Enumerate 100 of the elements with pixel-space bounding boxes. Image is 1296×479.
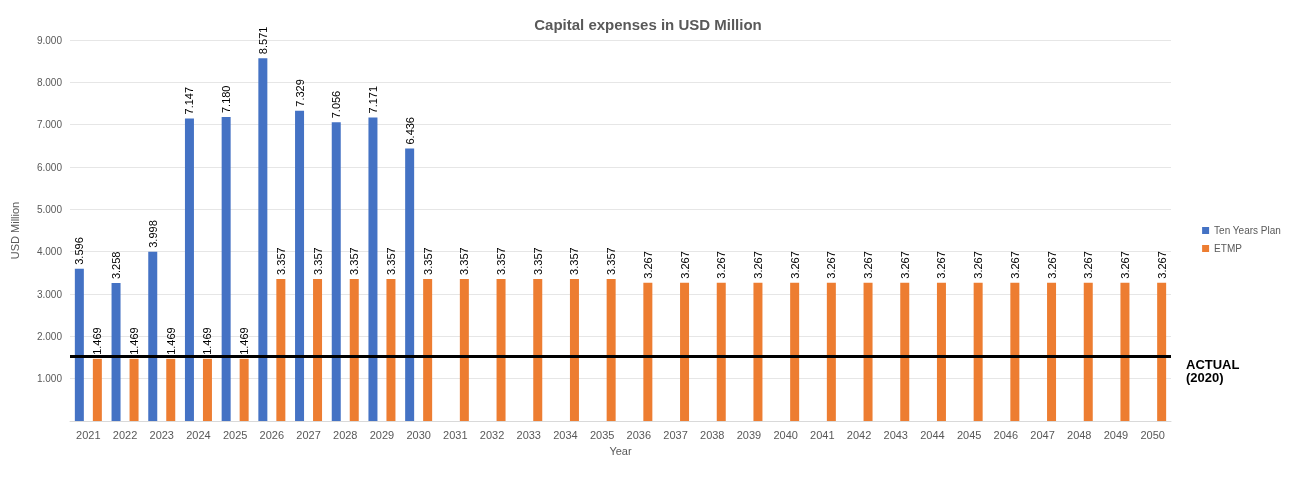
x-tick-label: 2024: [186, 428, 211, 441]
x-tick-label: 2023: [149, 428, 174, 441]
x-axis-title: Year: [609, 444, 632, 457]
data-label: 3.267: [898, 251, 911, 279]
y-tick-label: 8.000: [36, 76, 63, 88]
bar: [111, 283, 121, 421]
legend-label: ETMP: [1214, 243, 1243, 254]
y-tick-label: 4.000: [36, 246, 63, 258]
bar: [643, 282, 653, 421]
x-tick-label: 2041: [810, 428, 835, 441]
bar: [405, 148, 415, 421]
y-tick-label: 3.000: [36, 288, 63, 300]
data-label: 3.357: [495, 247, 508, 275]
x-tick-label: 2029: [369, 428, 395, 441]
bar: [496, 278, 506, 421]
data-label: 7.171: [366, 85, 379, 114]
data-label: 3.998: [146, 220, 159, 248]
x-tick-label: 2046: [993, 428, 1019, 441]
x-tick-label: 2034: [553, 428, 578, 441]
x-tick-label: 2025: [222, 428, 248, 441]
bar: [826, 282, 836, 421]
bar: [900, 282, 910, 421]
x-tick-label: 2036: [626, 428, 652, 441]
data-label: 7.329: [293, 79, 306, 107]
data-label: 3.267: [751, 251, 764, 279]
x-tick-label: 2043: [883, 428, 908, 441]
bar: [716, 282, 726, 421]
bar: [423, 278, 433, 421]
bar: [533, 278, 543, 421]
bar: [202, 358, 212, 421]
data-label: 3.267: [935, 251, 948, 279]
bar: [313, 278, 323, 421]
data-label: 3.267: [1008, 251, 1021, 279]
y-tick-label: 9.000: [36, 34, 63, 46]
data-label: 6.436: [403, 117, 416, 145]
data-label: 3.267: [788, 251, 801, 279]
x-tick-label: 2048: [1067, 428, 1092, 441]
data-label: 3.357: [531, 247, 544, 275]
x-tick-label: 2027: [296, 428, 321, 441]
bar: [1120, 282, 1130, 421]
bar: [276, 278, 286, 421]
data-label: 1.469: [91, 327, 104, 355]
bar: [166, 358, 176, 421]
bar: [936, 282, 946, 421]
data-label: 3.267: [1082, 251, 1095, 279]
data-label: 3.357: [311, 247, 324, 275]
bar: [569, 278, 579, 421]
data-label: 7.147: [183, 86, 196, 115]
x-tick-label: 2033: [516, 428, 541, 441]
bar: [258, 58, 268, 421]
y-tick-label: 2.000: [36, 330, 63, 342]
data-label: 3.596: [73, 237, 86, 265]
data-label: 3.258: [110, 251, 123, 280]
x-tick-label: 2032: [479, 428, 505, 441]
data-label: 3.357: [568, 247, 581, 275]
data-label: 3.267: [1118, 251, 1131, 279]
data-label: 3.267: [1155, 251, 1168, 279]
bar: [386, 278, 396, 421]
data-label: 3.267: [715, 251, 728, 279]
bar: [239, 358, 249, 421]
ref-line-label: ACTUAL (2020): [1186, 357, 1240, 386]
bar: [753, 282, 763, 421]
x-tick-label: 2039: [736, 428, 762, 441]
x-tick-label: 2047: [1030, 428, 1055, 441]
data-label: 3.357: [421, 247, 434, 275]
data-label: 3.267: [862, 251, 875, 279]
bar: [1083, 282, 1093, 421]
data-label: 3.357: [458, 247, 471, 275]
x-tick-label: 2045: [956, 428, 982, 441]
legend-label: Ten Years Plan: [1214, 225, 1281, 236]
bar: [368, 117, 378, 421]
bar: [680, 282, 690, 421]
data-label: 3.357: [605, 247, 618, 275]
bar: [184, 118, 194, 421]
data-label: 3.267: [1045, 251, 1058, 279]
x-tick-label: 2031: [443, 428, 468, 441]
bar: [606, 278, 616, 421]
data-label: 3.267: [972, 251, 985, 279]
x-tick-label: 2044: [920, 428, 945, 441]
x-tick-label: 2021: [76, 428, 101, 441]
data-label: 1.469: [201, 327, 214, 355]
data-label: 3.267: [678, 251, 691, 279]
bar: [863, 282, 873, 421]
y-tick-label: 1.000: [36, 373, 63, 385]
bar: [349, 278, 359, 421]
bar: [459, 278, 469, 421]
x-tick-label: 2042: [846, 428, 872, 441]
x-tick-label: 2026: [259, 428, 285, 441]
bar: [221, 117, 231, 421]
x-tick-label: 2035: [589, 428, 615, 441]
data-label: 3.267: [825, 251, 838, 279]
y-tick-label: 7.000: [36, 119, 63, 131]
y-axis-title: USD Million: [8, 201, 21, 260]
bar: [1157, 282, 1167, 421]
data-label: 3.267: [641, 251, 654, 279]
y-tick-label: 6.000: [36, 161, 63, 173]
bar: [790, 282, 800, 421]
x-tick-label: 2037: [663, 428, 688, 441]
data-label: 1.469: [238, 327, 251, 355]
data-label: 8.571: [256, 26, 269, 55]
